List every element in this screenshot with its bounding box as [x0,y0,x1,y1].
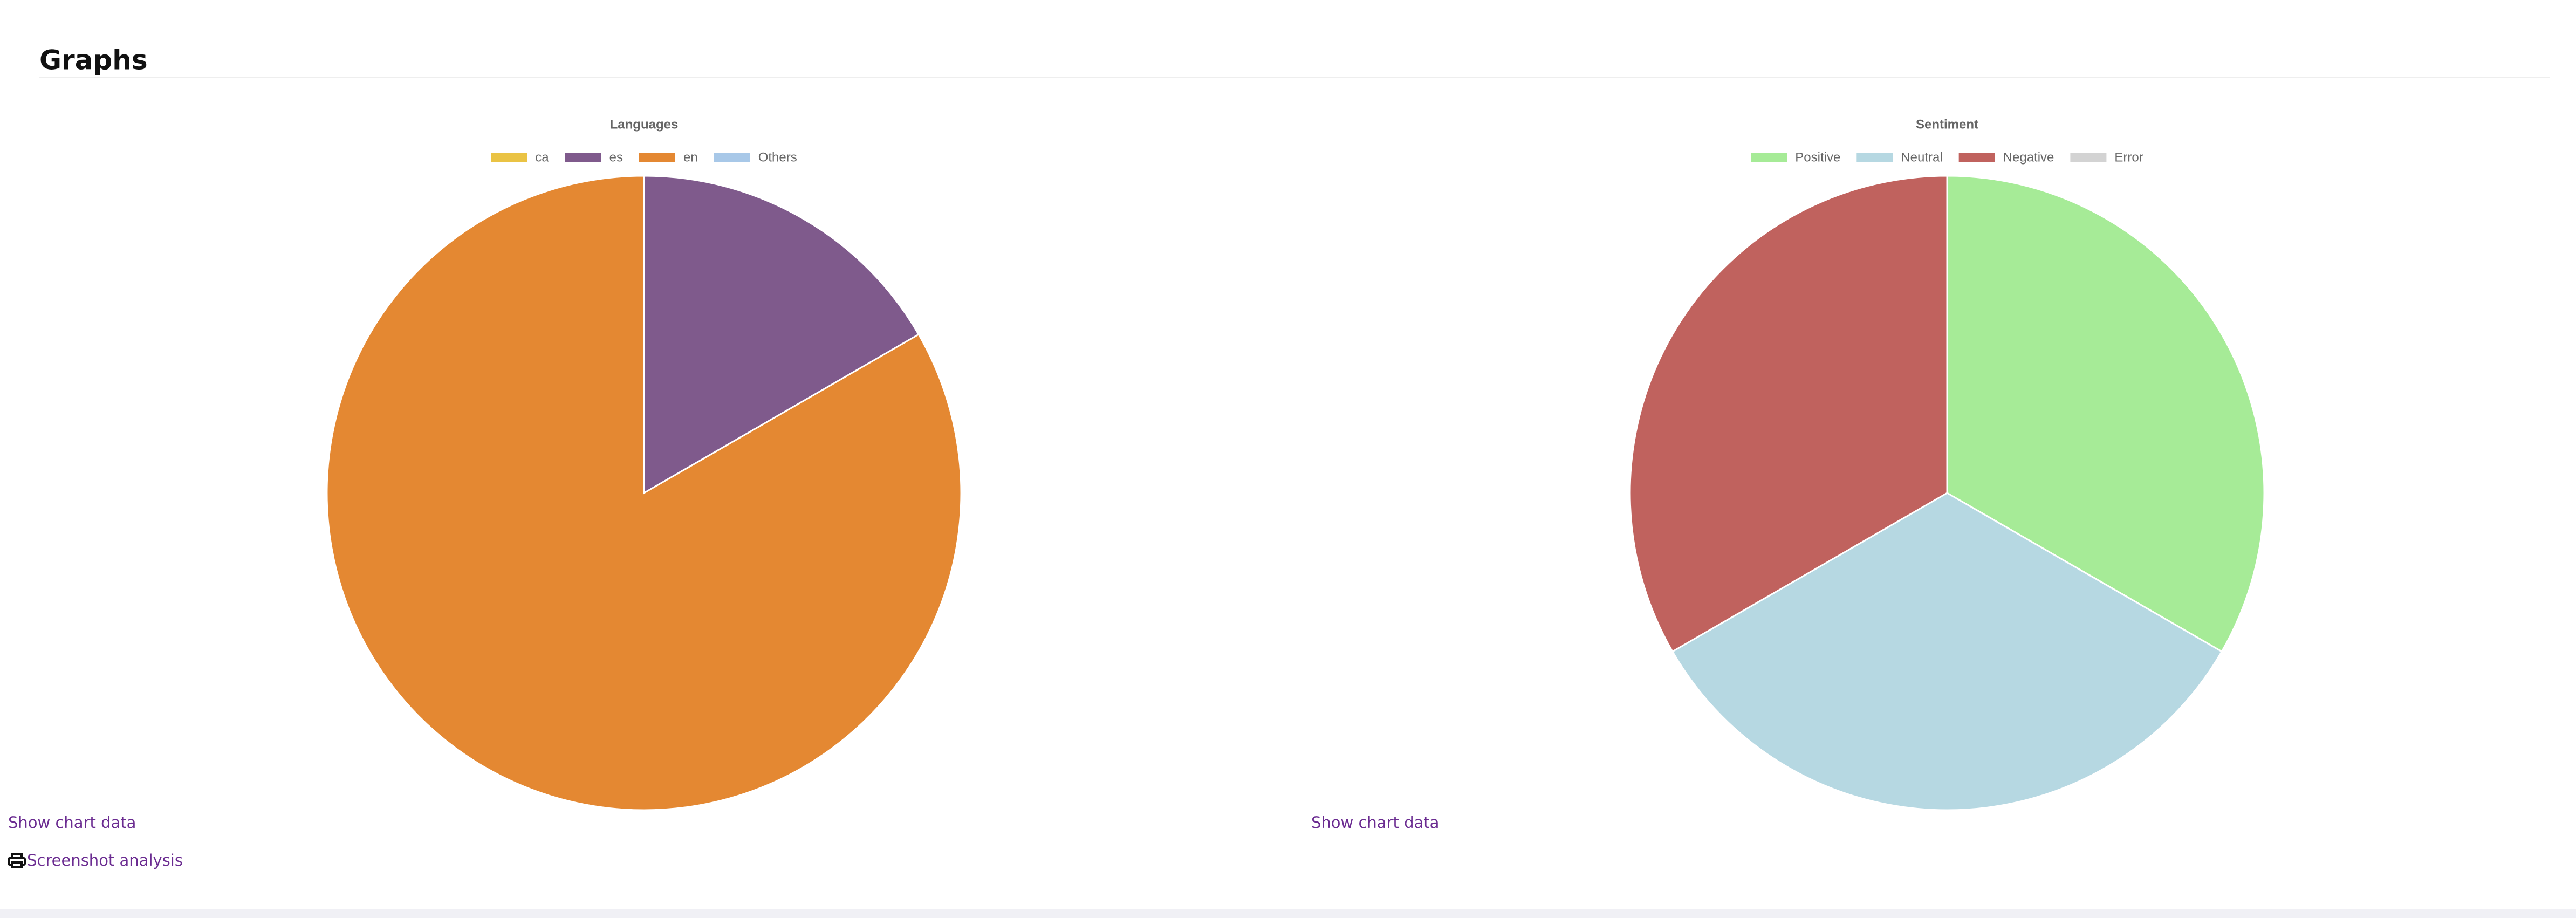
legend-swatch [714,153,750,162]
legend-label: Neutral [1901,150,1942,165]
chart-title: Sentiment [1916,117,1978,132]
legend-swatch [2070,153,2107,162]
legend-swatch [1856,153,1893,162]
pie-slice [1671,492,2223,811]
printer-icon [8,853,26,868]
show-chart-data-link[interactable]: Show chart data [1311,813,1439,832]
chart-title: Languages [610,117,679,132]
pie-slice [1946,175,2265,653]
legend-swatch [1751,153,1787,162]
legend-swatch [639,153,675,162]
legend-label: Negative [2003,150,2054,165]
screenshot-analysis-link[interactable]: Screenshot analysis [27,851,183,869]
legend-label: en [683,150,698,165]
legend-swatch [1958,153,1995,162]
legend-label: es [609,150,623,165]
legend-label: ca [535,150,549,165]
legend-label: Others [758,150,797,165]
show-chart-data-link[interactable]: Show chart data [8,813,136,832]
legend-label: Positive [1795,150,1840,165]
pie-slice [643,175,920,495]
legend-swatch [491,153,527,162]
legend-label: Error [2114,150,2143,165]
footer-bar [0,909,2576,918]
pie-slice [1629,175,1948,653]
page-title: Graphs [39,45,148,76]
legend-swatch [565,153,601,162]
